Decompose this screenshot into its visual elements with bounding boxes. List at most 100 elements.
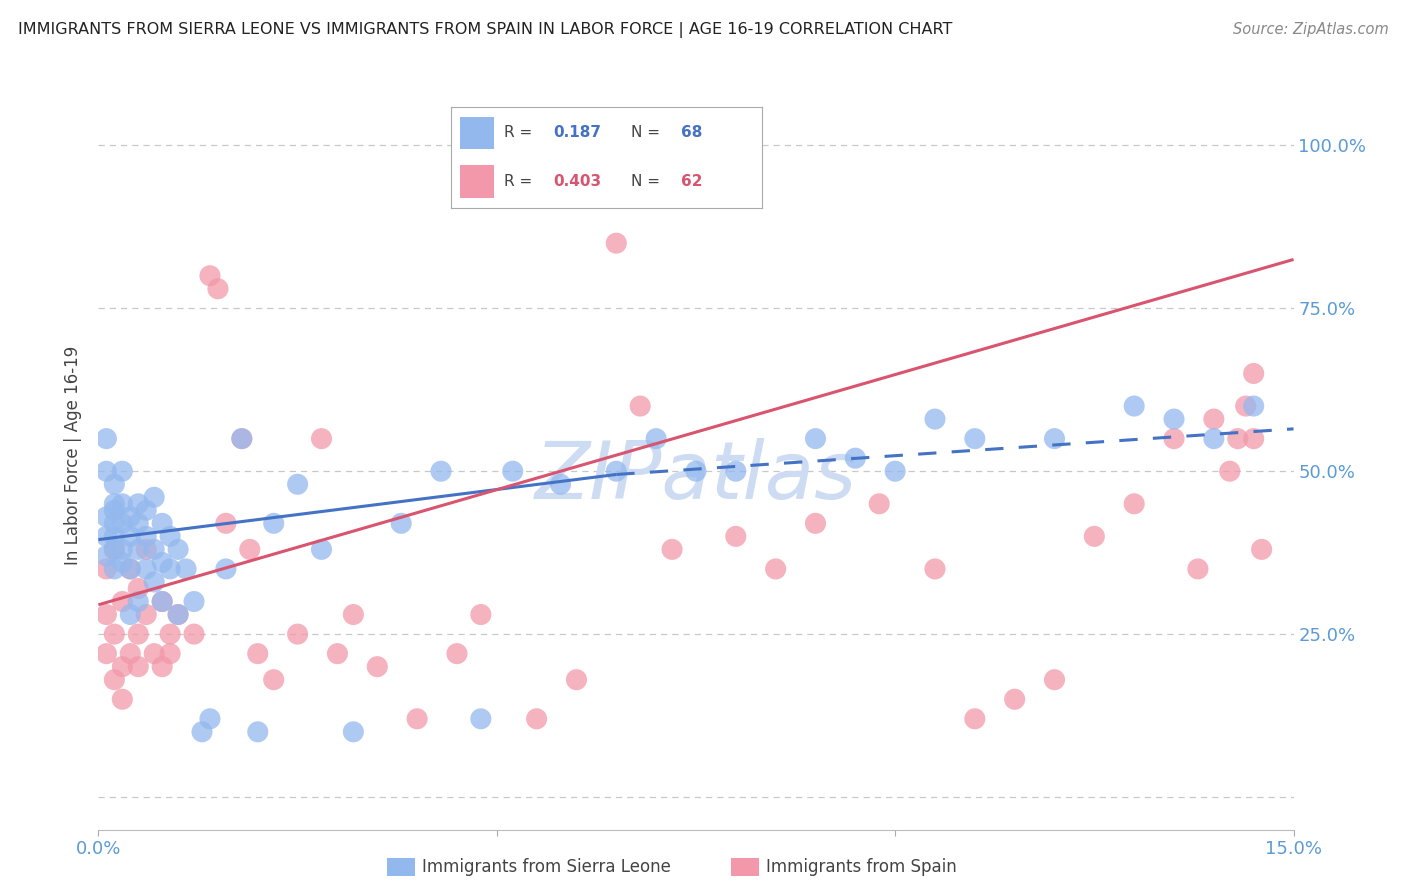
Point	[1043, 432, 1066, 446]
Point	[1123, 497, 1146, 511]
Point	[103, 627, 125, 641]
Point	[963, 432, 986, 446]
Point	[111, 516, 134, 531]
Point	[96, 464, 118, 478]
Point	[246, 724, 269, 739]
Point	[239, 542, 262, 557]
Text: Source: ZipAtlas.com: Source: ZipAtlas.com	[1233, 22, 1389, 37]
Point	[287, 627, 309, 641]
Point	[135, 542, 157, 557]
Point	[430, 464, 453, 478]
Point	[1234, 399, 1257, 413]
Point	[103, 477, 125, 491]
Point	[215, 516, 238, 531]
Point	[645, 432, 668, 446]
Point	[135, 607, 157, 622]
Point	[326, 647, 349, 661]
Point	[804, 516, 827, 531]
Point	[159, 529, 181, 543]
Point	[127, 516, 149, 531]
Point	[311, 542, 333, 557]
Point	[263, 673, 285, 687]
Point	[804, 432, 827, 446]
Point	[183, 627, 205, 641]
Point	[111, 497, 134, 511]
Point	[406, 712, 429, 726]
Point	[605, 236, 627, 251]
Point	[844, 451, 866, 466]
Point	[111, 659, 134, 673]
Point	[120, 509, 142, 524]
Point	[159, 562, 181, 576]
Point	[135, 562, 157, 576]
Point	[111, 594, 134, 608]
Point	[96, 647, 118, 661]
Point	[1004, 692, 1026, 706]
Point	[167, 607, 190, 622]
Point	[127, 594, 149, 608]
Point	[605, 464, 627, 478]
Point	[127, 542, 149, 557]
Point	[143, 647, 166, 661]
Point	[207, 282, 229, 296]
Point	[724, 529, 747, 543]
Point	[1243, 399, 1265, 413]
Point	[924, 412, 946, 426]
Point	[1043, 673, 1066, 687]
Point	[127, 659, 149, 673]
Point	[565, 673, 588, 687]
Text: IMMIGRANTS FROM SIERRA LEONE VS IMMIGRANTS FROM SPAIN IN LABOR FORCE | AGE 16-19: IMMIGRANTS FROM SIERRA LEONE VS IMMIGRAN…	[18, 22, 953, 38]
Point	[366, 659, 388, 673]
Point	[198, 268, 221, 283]
Point	[120, 562, 142, 576]
Point	[111, 556, 134, 570]
Point	[1163, 432, 1185, 446]
Point	[963, 712, 986, 726]
Point	[127, 627, 149, 641]
Point	[159, 647, 181, 661]
Point	[628, 399, 651, 413]
Point	[1243, 432, 1265, 446]
Point	[103, 503, 125, 517]
Point	[342, 724, 364, 739]
Point	[143, 490, 166, 504]
Point	[685, 464, 707, 478]
Point	[150, 556, 173, 570]
Point	[231, 432, 253, 446]
Point	[470, 607, 492, 622]
Point	[103, 673, 125, 687]
Point	[215, 562, 238, 576]
Point	[120, 607, 142, 622]
Point	[1243, 367, 1265, 381]
Point	[103, 562, 125, 576]
Point	[159, 627, 181, 641]
Point	[1226, 432, 1249, 446]
Point	[183, 594, 205, 608]
Point	[342, 607, 364, 622]
Point	[150, 594, 173, 608]
Point	[765, 562, 787, 576]
Point	[1123, 399, 1146, 413]
Point	[526, 712, 548, 726]
Point	[111, 464, 134, 478]
Point	[120, 562, 142, 576]
Point	[135, 503, 157, 517]
Point	[502, 464, 524, 478]
Point	[96, 562, 118, 576]
Point	[1202, 412, 1225, 426]
Point	[661, 542, 683, 557]
Point	[1219, 464, 1241, 478]
Point	[167, 542, 190, 557]
Point	[127, 582, 149, 596]
Point	[724, 464, 747, 478]
Point	[120, 529, 142, 543]
Point	[263, 516, 285, 531]
Point	[111, 692, 134, 706]
Point	[1202, 432, 1225, 446]
Point	[103, 516, 125, 531]
Point	[231, 432, 253, 446]
Point	[924, 562, 946, 576]
Point	[103, 529, 125, 543]
Point	[311, 432, 333, 446]
Point	[1250, 542, 1272, 557]
